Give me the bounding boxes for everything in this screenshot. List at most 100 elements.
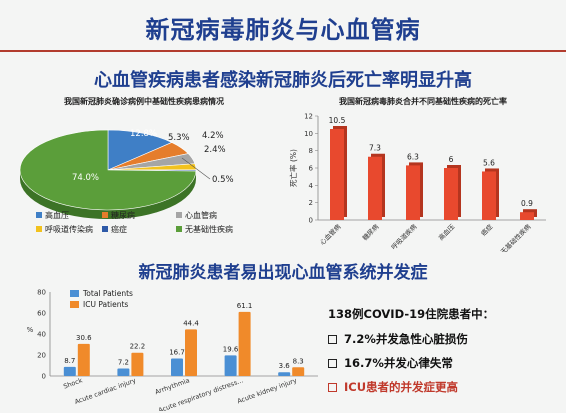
checkbox-icon <box>328 382 337 392</box>
mortality-value-0: 10.5 <box>329 116 346 125</box>
mortality-category-5: 无基础性疾病 <box>498 222 532 252</box>
mortality-bar-3 <box>444 168 458 220</box>
mortality-category-1: 糖尿病 <box>360 222 381 243</box>
complications-ytick-0: 0 <box>42 373 46 381</box>
mortality-category-0: 心血管病 <box>318 222 343 247</box>
mortality-bar-2 <box>406 165 420 220</box>
pie-slice-0 <box>107 129 173 171</box>
complications-ytick-80: 80 <box>37 289 46 297</box>
checkbox-icon <box>328 334 337 344</box>
complications-bar-1-4 <box>292 367 305 376</box>
complications-value-1-3: 61.1 <box>237 302 253 310</box>
complications-bar-1-3 <box>238 311 251 376</box>
pie-legend-label-4: 癌症 <box>111 224 127 234</box>
mortality-bar-0 <box>330 129 344 220</box>
complications-value-1-2: 44.4 <box>183 319 199 327</box>
mortality-ytick-4: 4 <box>309 182 314 190</box>
pie-legend-swatch-2 <box>176 212 182 218</box>
complications-category-1: Acute cardiac injury <box>74 376 138 406</box>
mortality-ytick-6: 6 <box>309 165 314 173</box>
mortality-value-1: 7.3 <box>369 144 381 153</box>
finding-text: 7.2%并发急性心脏损伤 <box>344 332 468 346</box>
mortality-value-4: 5.6 <box>483 158 495 167</box>
mortality-ytick-2: 2 <box>309 199 313 207</box>
complications-value-1-0: 30.6 <box>76 334 92 342</box>
mortality-bar-1 <box>368 156 382 220</box>
pie-legend-label-5: 无基础性疾病 <box>185 224 233 234</box>
mortality-ylabel: 死亡率 (%) <box>288 149 298 187</box>
mortality-bar-5 <box>520 212 534 220</box>
mortality-value-5: 0.9 <box>521 199 533 208</box>
finding-item: 7.2%并发急性心脏损伤 <box>328 331 558 347</box>
mortality-ytick-10: 10 <box>304 130 313 138</box>
slide-subtitle: 心血管疾病患者感染新冠肺炎后死亡率明显升高 <box>94 70 472 91</box>
pie-label-4: 0.5% <box>212 175 234 185</box>
findings-list: 7.2%并发急性心脏损伤 16.7%并发心律失常 ICU患者的并发症更高 <box>328 331 558 395</box>
complications-bar-1-1 <box>131 352 144 376</box>
pie-leader-cancer <box>181 157 211 180</box>
pie-label-2: 4.2% <box>202 131 224 141</box>
complications-legend-swatch-1 <box>70 301 79 308</box>
mortality-ytick-8: 8 <box>309 147 313 155</box>
complications-category-4: Acute kidney injury <box>236 376 298 405</box>
complications-bar-1-2 <box>185 329 197 376</box>
title-divider <box>0 50 566 52</box>
complications-legend-label-1: ICU Patients <box>83 300 128 309</box>
complications-legend-label-0: Total Patients <box>82 289 133 298</box>
finding-item: 16.7%并发心律失常 <box>328 355 558 371</box>
complications-value-1-1: 22.2 <box>130 343 146 351</box>
pie-slice-5 <box>19 129 197 211</box>
complications-ytick-40: 40 <box>37 331 46 339</box>
mortality-bar-4 <box>482 171 496 220</box>
finding-text: ICU患者的并发症更高 <box>344 380 459 394</box>
mortality-value-2: 6.3 <box>407 152 419 161</box>
complications-bar-0-1 <box>117 368 130 376</box>
checkbox-icon <box>328 358 337 368</box>
pie-legend-label-1: 糖尿病 <box>111 210 135 220</box>
complications-value-0-4: 3.6 <box>279 362 291 370</box>
complications-value-0-1: 7.2 <box>118 358 129 366</box>
complications-value-1-4: 8.3 <box>293 357 304 365</box>
pie-label-1: 5.3% <box>168 133 190 143</box>
complications-value-0-2: 16.7 <box>169 348 185 356</box>
complications-ytick-20: 20 <box>37 352 46 360</box>
complications-bar-0-2 <box>171 358 183 376</box>
pie-legend-swatch-1 <box>102 212 108 218</box>
complications-bar-0-3 <box>224 355 237 376</box>
complications-value-0-3: 19.6 <box>223 345 239 353</box>
findings-heading: 138例COVID-19住院患者中： <box>328 307 495 321</box>
finding-text: 16.7%并发心律失常 <box>344 356 453 370</box>
slide-title: 新冠病毒肺炎与心血管病 <box>145 16 421 44</box>
mortality-ytick-12: 12 <box>304 113 313 121</box>
pie-legend-swatch-5 <box>176 226 182 232</box>
findings-panel: 138例COVID-19住院患者中： 7.2%并发急性心脏损伤 16.7%并发心律… <box>328 306 558 403</box>
pie-legend-label-2: 心血管病 <box>185 210 217 220</box>
pie-legend-label-3: 呼吸道传染病 <box>45 224 93 234</box>
finding-item: ICU患者的并发症更高 <box>328 379 558 395</box>
pie-legend-swatch-0 <box>36 212 42 218</box>
pie-legend-label-0: 高血压 <box>45 210 69 220</box>
complications-bar-1-0 <box>77 343 90 376</box>
pie-label-0: 12.8% <box>130 129 157 139</box>
pie-label-3: 2.4% <box>204 145 226 155</box>
complications-bar-0-0 <box>63 366 76 376</box>
complications-bar-0-4 <box>278 372 291 376</box>
pie-title: 我国新冠肺炎确诊病例中基础性疾病患病情况 <box>64 96 224 106</box>
section-subtitle: 新冠肺炎患者易出现心血管系统并发症 <box>138 263 428 283</box>
pie-label-5: 74.0% <box>72 173 99 183</box>
mortality-bar-chart: 我国新冠病毒肺炎合并不同基础性疾病的死亡率 0 2 4 6 8 10 12 死亡率 (%) 10.… <box>288 96 546 252</box>
complications-ytick-60: 60 <box>37 310 46 318</box>
complications-value-0-0: 8.7 <box>64 357 75 365</box>
pie-legend-swatch-3 <box>36 226 42 232</box>
complications-category-0: Shock <box>62 376 83 390</box>
mortality-value-3: 6 <box>449 155 454 164</box>
mortality-title: 我国新冠病毒肺炎合并不同基础性疾病的死亡率 <box>339 96 507 106</box>
mortality-category-3: 高血压 <box>436 222 457 243</box>
complications-category-3: Acute respiratory distress... <box>157 376 244 411</box>
mortality-category-2: 呼吸道疾病 <box>389 222 419 252</box>
complications-legend-swatch-0 <box>70 290 79 297</box>
complications-category-2: Arrhythmia <box>154 376 191 396</box>
comorbidity-pie-chart: 我国新冠肺炎确诊病例中基础性疾病患病情况 12.8% 5.3% 4.2% 2.4% 0.5… <box>19 96 234 234</box>
complications-bar-chart: 0 20 40 60 80% Total Patients ICU Patients 8.7 3… <box>27 289 318 411</box>
